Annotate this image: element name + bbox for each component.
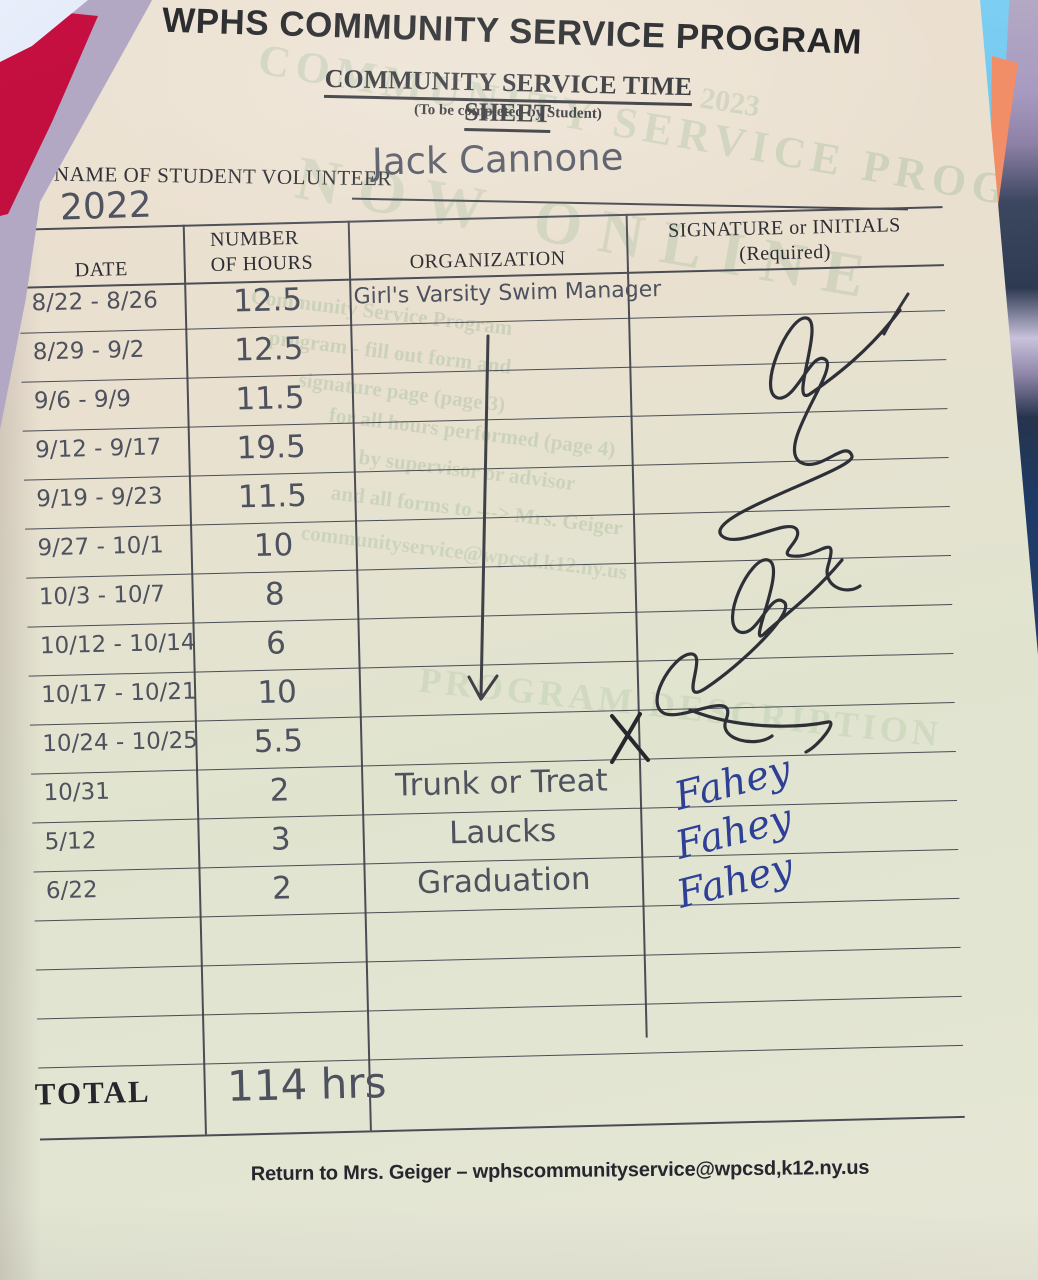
cell-date: 5/12 [44,828,97,856]
cell-date: 9/12 - 9/17 [34,434,162,464]
cell-date: 10/31 [43,778,111,807]
cell-hours: 2 [269,772,290,809]
cell-organization: Graduation [416,860,591,902]
cell-date: 9/6 - 9/9 [33,386,132,415]
return-instruction: Return to Mrs. Geiger – wphscommunityser… [250,1156,870,1186]
cell-hours: 8 [264,576,286,613]
cell-hours: 12.5 [233,330,304,369]
student-name-handwritten: Jack Cannone [371,135,624,184]
cell-date: 8/22 - 8/26 [31,287,159,317]
cell-date: 10/3 - 10/7 [38,581,166,611]
cell-hours: 6 [265,625,287,662]
cell-hours: 5.5 [253,722,304,761]
cell-hours: 10 [257,674,298,712]
cell-date: 8/29 - 9/2 [32,336,145,366]
header-hours-line1: NUMBER [209,226,299,252]
cell-hours: 19.5 [236,428,307,467]
header-hours: NUMBER OF HOURS [210,226,314,278]
header-hours-line2: OF HOURS [210,251,314,277]
page-title: WPHS COMMUNITY SERVICE PROGRAM [161,0,863,62]
cell-date: 10/12 - 10/14 [39,629,196,660]
cell-date: 10/17 - 10/21 [40,678,197,709]
cell-date: 6/22 [45,876,98,905]
table-body: 8/22 - 8/26 12.5 Girl's Varsity Swim Man… [19,262,964,1069]
cell-hours: 3 [270,821,292,858]
cell-date: 9/27 - 10/1 [37,532,165,562]
header-date: DATE [74,258,129,282]
header-signature: SIGNATURE or INITIALS (Required) [626,212,944,270]
year-handwritten: 2022 [59,184,153,229]
cell-date: 10/24 - 10/25 [42,727,199,758]
cell-date: 9/19 - 9/23 [36,483,163,513]
cell-organization: Girl's Varsity Swim Manager [353,277,662,310]
timesheet-table: DATE NUMBER OF HOURS ORGANIZATION SIGNAT… [17,206,970,1141]
cell-organization: Laucks [448,812,557,852]
cell-hours: 11.5 [235,379,305,418]
cell-hours: 2 [271,870,293,907]
total-hours-handwritten: 114 hrs [226,1057,387,1111]
cell-organization: Trunk or Treat [394,762,609,804]
cell-hours: 10 [253,527,294,565]
cell-hours: 12.5 [232,281,303,320]
total-label: TOTAL [34,1073,151,1112]
cell-hours: 11.5 [237,477,308,516]
